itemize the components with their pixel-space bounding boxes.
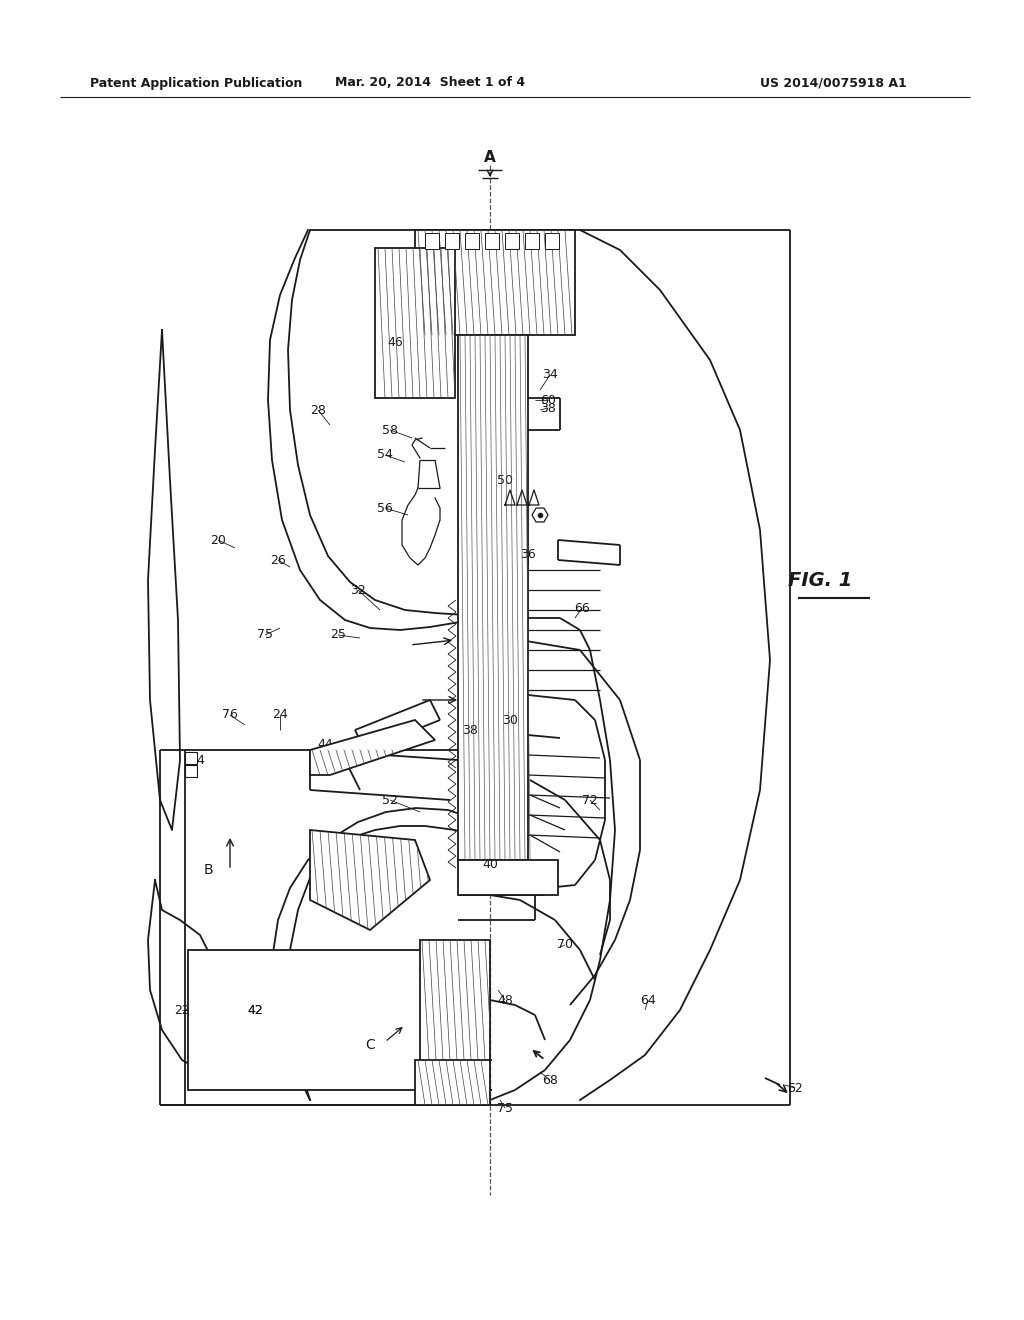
Text: 56: 56 [377, 502, 393, 515]
Text: 30: 30 [502, 714, 518, 726]
Text: 40: 40 [482, 858, 498, 871]
Text: FIG. 1: FIG. 1 [787, 570, 852, 590]
Text: Mar. 20, 2014  Sheet 1 of 4: Mar. 20, 2014 Sheet 1 of 4 [335, 77, 525, 90]
Bar [445, 234, 459, 249]
Text: 54: 54 [377, 449, 393, 462]
Bar [185, 766, 197, 777]
Text: 58: 58 [382, 424, 398, 437]
Text: US 2014/0075918 A1: US 2014/0075918 A1 [760, 77, 906, 90]
Text: 36: 36 [520, 549, 536, 561]
Text: 46: 46 [387, 335, 402, 348]
Bar [415, 1060, 490, 1105]
Text: 44: 44 [317, 738, 333, 751]
Polygon shape [420, 940, 490, 1090]
Bar [458, 335, 528, 861]
Bar [425, 234, 439, 249]
Text: 66: 66 [574, 602, 590, 615]
Text: 24: 24 [272, 709, 288, 722]
Text: 62: 62 [787, 1081, 803, 1094]
Text: 72: 72 [582, 793, 598, 807]
Text: 64: 64 [640, 994, 656, 1006]
Text: 38: 38 [451, 1064, 466, 1077]
Text: 60: 60 [540, 393, 556, 407]
Bar [188, 950, 438, 1090]
Polygon shape [532, 508, 548, 521]
Text: B: B [203, 863, 213, 876]
Bar [525, 234, 539, 249]
Bar [458, 861, 558, 895]
Text: 28: 28 [310, 404, 326, 417]
Text: 42: 42 [247, 1003, 263, 1016]
Text: 48: 48 [497, 994, 513, 1006]
Text: 75: 75 [497, 1101, 513, 1114]
Text: 74: 74 [189, 754, 205, 767]
Text: 20: 20 [210, 533, 226, 546]
Bar [185, 752, 197, 764]
Text: Patent Application Publication: Patent Application Publication [90, 77, 302, 90]
Text: 70: 70 [557, 939, 573, 952]
Bar [505, 234, 519, 249]
Bar [465, 234, 479, 249]
Text: 50: 50 [497, 474, 513, 487]
Bar [375, 248, 455, 399]
Text: 22: 22 [174, 1003, 189, 1016]
Text: 75: 75 [257, 628, 273, 642]
Text: 34: 34 [542, 368, 558, 381]
Text: 38: 38 [462, 723, 478, 737]
Text: 68: 68 [542, 1073, 558, 1086]
Bar [415, 230, 575, 335]
Text: C: C [366, 1038, 375, 1052]
Polygon shape [310, 830, 430, 931]
Text: A: A [484, 150, 496, 165]
Text: 76: 76 [222, 709, 238, 722]
Text: 26: 26 [270, 553, 286, 566]
Polygon shape [310, 719, 435, 775]
Text: 38: 38 [540, 401, 556, 414]
Text: 42: 42 [247, 1003, 263, 1016]
Text: 52: 52 [382, 793, 398, 807]
Bar [485, 234, 499, 249]
Text: 32: 32 [350, 583, 366, 597]
Text: 25: 25 [330, 628, 346, 642]
Bar [545, 234, 559, 249]
